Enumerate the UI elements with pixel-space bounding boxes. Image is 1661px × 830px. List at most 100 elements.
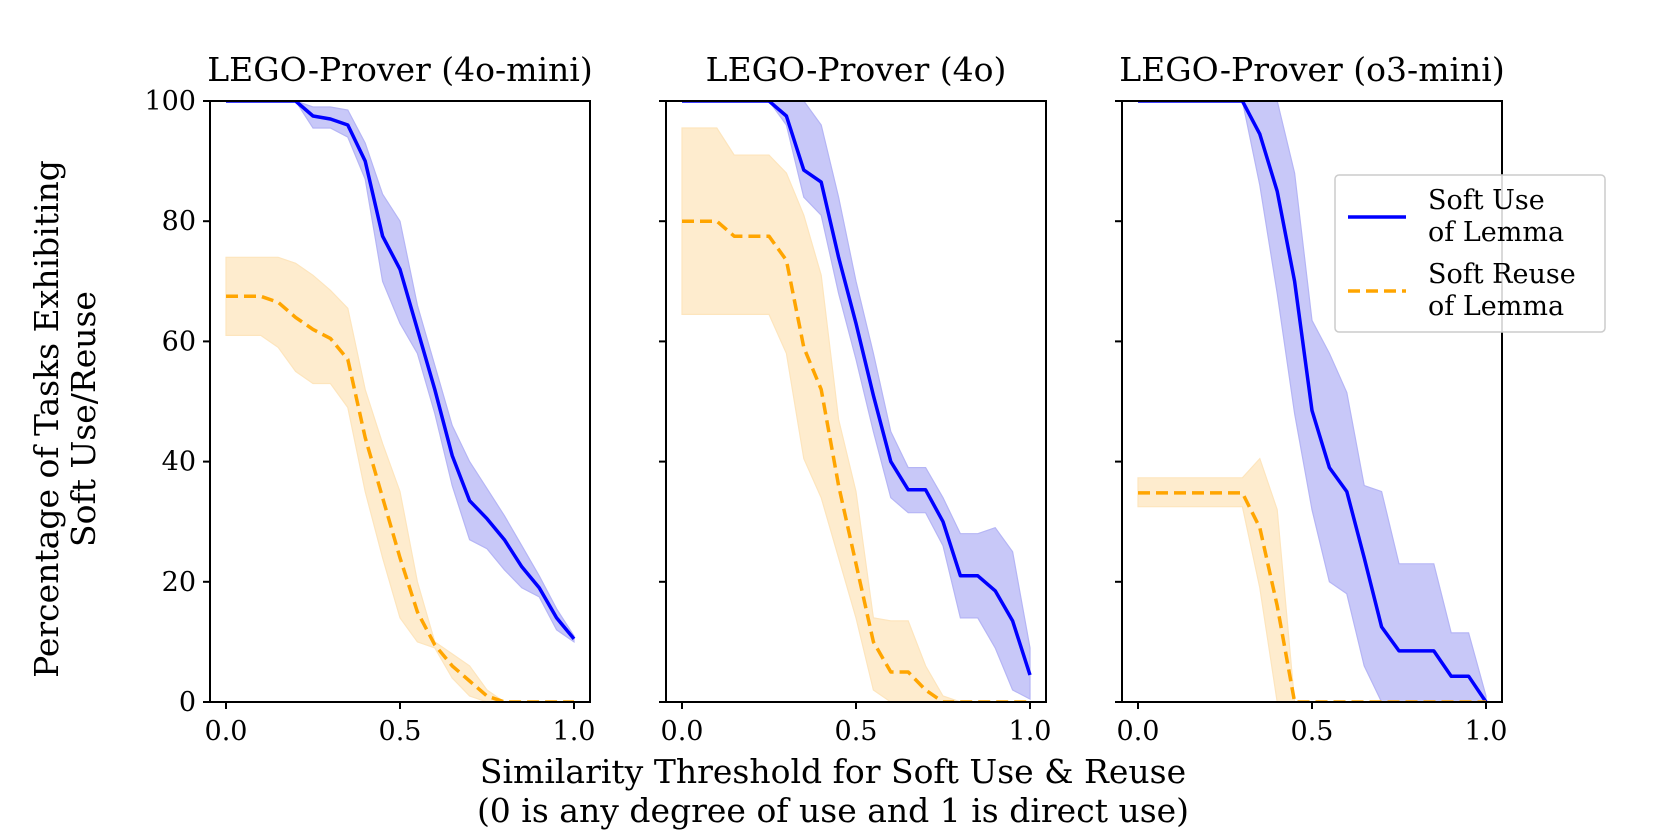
soft-use-line xyxy=(682,101,1032,676)
soft-use-point xyxy=(1010,618,1015,623)
plot-area xyxy=(1136,101,1488,702)
soft-use-point xyxy=(345,123,350,128)
soft-reuse-point xyxy=(363,435,368,440)
soft-reuse-point xyxy=(241,294,246,299)
soft-use-point xyxy=(432,387,437,392)
soft-reuse-point xyxy=(1205,490,1210,495)
soft-reuse-point xyxy=(1257,525,1262,530)
soft-use-point xyxy=(871,393,876,398)
soft-reuse-line xyxy=(1138,491,1486,702)
soft-reuse-point xyxy=(224,294,229,299)
soft-reuse-point xyxy=(415,609,420,614)
chart-panel-3: 0.0 0.5 1.0 LEGO-Prover (o3-mini) xyxy=(1115,50,1507,747)
soft-use-line xyxy=(226,101,576,641)
soft-reuse-point xyxy=(923,688,928,693)
soft-reuse-point xyxy=(328,336,333,341)
legend-soft-use-label-line1: Soft Use xyxy=(1428,185,1545,216)
soft-reuse-point xyxy=(485,694,490,699)
soft-use-point xyxy=(1466,674,1471,679)
soft-reuse-point xyxy=(836,483,841,488)
soft-use-point xyxy=(1275,189,1280,194)
soft-use-point xyxy=(502,537,507,542)
soft-reuse-point xyxy=(854,561,859,566)
plot-area xyxy=(224,101,577,702)
soft-reuse-point xyxy=(801,345,806,350)
soft-reuse-point xyxy=(871,639,876,644)
x-tick-label: 0.5 xyxy=(1291,716,1334,747)
soft-use-point xyxy=(467,498,472,503)
soft-reuse-band xyxy=(681,127,1030,702)
soft-reuse-point xyxy=(1153,490,1158,495)
soft-use-point xyxy=(415,327,420,332)
soft-reuse-point xyxy=(467,679,472,684)
y-tick-label: 40 xyxy=(162,447,196,478)
x-tick-label: 0.0 xyxy=(661,716,704,747)
soft-reuse-point xyxy=(432,642,437,647)
soft-reuse-point xyxy=(345,357,350,362)
chart-panel-1: 0.0 0.5 1.0 0 20 40 60 80 100 LEGO-Prover (4o-min… xyxy=(144,50,595,747)
x-tick-label: 0.5 xyxy=(835,716,878,747)
soft-use-point xyxy=(1327,465,1332,470)
legend: Soft Use of Lemma Soft Reuse of Lemma xyxy=(1334,174,1606,333)
soft-use-point xyxy=(311,114,316,119)
soft-use-point xyxy=(1292,279,1297,284)
panel-title: LEGO-Prover (4o-mini) xyxy=(207,50,592,89)
soft-reuse-point xyxy=(398,555,403,560)
soft-use-point xyxy=(1397,648,1402,653)
soft-reuse-point xyxy=(293,315,298,320)
soft-use-point xyxy=(888,459,893,464)
soft-reuse-point xyxy=(767,234,772,239)
x-tick-label: 1.0 xyxy=(553,716,596,747)
soft-reuse-point xyxy=(1188,490,1193,495)
soft-use-line xyxy=(1138,101,1488,702)
soft-reuse-point xyxy=(749,234,754,239)
y-tick-label: 100 xyxy=(144,86,196,117)
plot-area xyxy=(680,101,1033,702)
soft-use-point xyxy=(784,114,789,119)
soft-reuse-point xyxy=(906,670,911,675)
soft-reuse-band xyxy=(1137,457,1486,702)
chart-panel-2: 0.0 0.5 1.0 LEGO-Prover (4o) xyxy=(659,50,1051,747)
chart-panels: 0.0 0.5 1.0 0 20 40 60 80 100 LEGO-Prover (4o-min… xyxy=(144,50,1507,747)
y-tick-label: 60 xyxy=(162,326,196,357)
soft-reuse-point xyxy=(450,663,455,668)
soft-use-point xyxy=(958,573,963,578)
soft-reuse-band xyxy=(225,256,574,702)
soft-use-point xyxy=(1257,132,1262,137)
soft-reuse-point xyxy=(888,670,893,675)
soft-reuse-point xyxy=(1275,603,1280,608)
x-tick-label: 0.0 xyxy=(205,716,248,747)
soft-use-point xyxy=(380,234,385,239)
soft-use-point xyxy=(519,564,524,569)
panel-title: LEGO-Prover (o3-mini) xyxy=(1119,50,1504,89)
soft-reuse-point xyxy=(1170,490,1175,495)
soft-use-point xyxy=(1449,674,1454,679)
soft-reuse-point xyxy=(680,219,685,224)
panel-title: LEGO-Prover (4o) xyxy=(706,50,1007,89)
soft-use-point xyxy=(1414,648,1419,653)
soft-reuse-line xyxy=(682,219,1030,702)
soft-use-point xyxy=(819,180,824,185)
soft-reuse-point xyxy=(380,495,385,500)
x-tick-label: 1.0 xyxy=(1009,716,1052,747)
soft-use-point xyxy=(328,117,333,122)
soft-use-point xyxy=(1362,555,1367,560)
soft-use-point xyxy=(572,636,577,641)
soft-use-point xyxy=(801,168,806,173)
soft-reuse-point xyxy=(276,300,281,305)
soft-reuse-point xyxy=(784,258,789,263)
x-tick-label: 1.0 xyxy=(1465,716,1508,747)
soft-reuse-point xyxy=(732,234,737,239)
soft-use-point xyxy=(1379,624,1384,629)
soft-use-point xyxy=(836,255,841,260)
x-tick-label: 0.5 xyxy=(379,716,422,747)
soft-use-point xyxy=(485,516,490,521)
legend-soft-reuse-label-line1: Soft Reuse xyxy=(1428,259,1576,290)
soft-use-point xyxy=(537,585,542,590)
soft-reuse-point xyxy=(258,294,263,299)
soft-reuse-point xyxy=(1136,490,1141,495)
y-tick-label: 20 xyxy=(162,567,196,598)
x-tick-label: 0.0 xyxy=(1117,716,1160,747)
soft-use-point xyxy=(1028,673,1033,678)
soft-use-point xyxy=(363,159,368,164)
